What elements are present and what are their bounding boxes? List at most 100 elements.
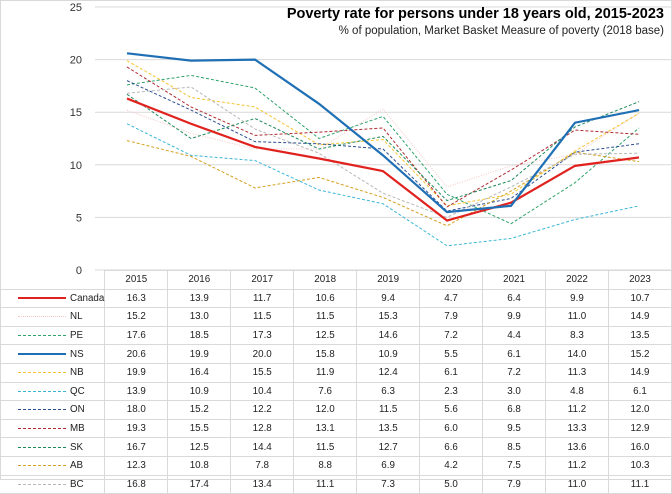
data-cell: 18.0 bbox=[104, 400, 169, 420]
data-cell: 15.2 bbox=[104, 307, 169, 327]
data-cell: 14.9 bbox=[607, 307, 672, 327]
data-cell: 11.0 bbox=[545, 474, 609, 494]
legend-key-ns bbox=[18, 353, 66, 356]
data-cell: 4.8 bbox=[545, 381, 609, 402]
y-tick-label: 25 bbox=[70, 2, 82, 14]
data-cell: 18.5 bbox=[167, 325, 232, 346]
data-cell: 13.4 bbox=[230, 474, 295, 494]
table-row: PE 17.6 18.5 17.3 12.5 14.6 7.2 4.4 8.3 13.5 bbox=[0, 325, 672, 346]
year-header: 2022 bbox=[545, 270, 609, 290]
data-cell: 11.3 bbox=[545, 362, 609, 383]
year-header: 2015 bbox=[104, 270, 169, 290]
data-cell: 15.5 bbox=[167, 418, 232, 439]
data-cell: 4.7 bbox=[419, 288, 484, 309]
legend-entry: NL bbox=[0, 307, 106, 327]
data-cell: 9.9 bbox=[482, 307, 546, 327]
legend-key-canada bbox=[18, 297, 66, 300]
legend-entry: NB bbox=[0, 362, 106, 383]
data-cell: 4.4 bbox=[482, 325, 546, 346]
legend-entry: QC bbox=[0, 381, 106, 402]
series-lines bbox=[126, 52, 640, 247]
data-cell: 19.9 bbox=[167, 344, 232, 364]
legend-entry: MB bbox=[0, 418, 106, 439]
y-tick-label: 5 bbox=[76, 212, 82, 224]
y-tick-label: 15 bbox=[70, 107, 82, 119]
series-name: MB bbox=[70, 423, 85, 435]
data-cell: 6.0 bbox=[419, 418, 484, 439]
data-cell: 5.5 bbox=[419, 344, 484, 364]
legend-key-qc bbox=[18, 390, 66, 392]
series-line-nb bbox=[126, 60, 640, 207]
data-cell: 13.6 bbox=[545, 437, 609, 457]
data-cell: 12.8 bbox=[230, 418, 295, 439]
data-cell: 7.9 bbox=[419, 307, 484, 327]
data-cell: 19.3 bbox=[104, 418, 169, 439]
data-cell: 10.4 bbox=[230, 381, 295, 402]
data-cell: 11.5 bbox=[293, 437, 358, 457]
legend-key-mb bbox=[18, 427, 66, 429]
series-name: SK bbox=[70, 441, 84, 453]
series-line-ab bbox=[126, 140, 640, 227]
data-cell: 14.4 bbox=[230, 437, 295, 457]
data-cell: 12.2 bbox=[230, 400, 295, 420]
table-row: SK 16.7 12.5 14.4 11.5 12.7 6.6 8.5 13.6 16.0 bbox=[0, 437, 672, 457]
data-cell: 16.7 bbox=[104, 437, 169, 457]
series-name: BC bbox=[70, 478, 84, 490]
data-cell: 11.1 bbox=[607, 474, 672, 494]
data-cell: 12.3 bbox=[104, 455, 169, 476]
data-cell: 4.2 bbox=[419, 455, 484, 476]
data-cell: 16.8 bbox=[104, 474, 169, 494]
data-cell: 16.4 bbox=[167, 362, 232, 383]
data-cell: 12.9 bbox=[607, 418, 672, 439]
data-cell: 11.5 bbox=[356, 400, 421, 420]
data-cell: 2.3 bbox=[419, 381, 484, 402]
data-cell: 7.9 bbox=[482, 474, 546, 494]
legend-entry: ON bbox=[0, 400, 106, 420]
data-cell: 10.3 bbox=[607, 455, 672, 476]
legend-key-pe bbox=[18, 334, 66, 336]
data-cell: 17.3 bbox=[230, 325, 295, 346]
year-header: 2023 bbox=[607, 270, 672, 290]
data-cell: 11.2 bbox=[545, 455, 609, 476]
data-cell: 11.5 bbox=[230, 307, 295, 327]
data-cell: 10.6 bbox=[293, 288, 358, 309]
data-cell: 6.4 bbox=[482, 288, 546, 309]
data-cell: 11.2 bbox=[545, 400, 609, 420]
series-line-on bbox=[126, 80, 640, 212]
data-cell: 3.0 bbox=[482, 381, 546, 402]
data-cell: 17.6 bbox=[104, 325, 169, 346]
series-name: AB bbox=[70, 460, 84, 472]
y-tick-label: 10 bbox=[70, 160, 82, 172]
year-header: 2017 bbox=[230, 270, 295, 290]
data-cell: 15.2 bbox=[167, 400, 232, 420]
series-line-ns bbox=[126, 52, 640, 214]
series-line-sk bbox=[126, 93, 640, 202]
data-cell: 12.5 bbox=[293, 325, 358, 346]
data-cell: 15.5 bbox=[230, 362, 295, 383]
series-line-bc bbox=[126, 86, 640, 218]
data-cell: 15.8 bbox=[293, 344, 358, 364]
table-row: ON 18.0 15.2 12.2 12.0 11.5 5.6 6.8 11.2 12.0 bbox=[0, 400, 672, 420]
data-cell: 14.6 bbox=[356, 325, 421, 346]
data-cell: 6.1 bbox=[607, 381, 672, 402]
data-cell: 15.3 bbox=[356, 307, 421, 327]
year-header: 2021 bbox=[482, 270, 546, 290]
data-cell: 13.5 bbox=[356, 418, 421, 439]
table-corner bbox=[0, 270, 105, 290]
year-header: 2020 bbox=[419, 270, 484, 290]
data-cell: 20.6 bbox=[104, 344, 169, 364]
data-cell: 7.3 bbox=[356, 474, 421, 494]
legend-key-bc bbox=[18, 483, 66, 485]
year-header: 2019 bbox=[356, 270, 421, 290]
data-cell: 10.9 bbox=[167, 381, 232, 402]
data-cell: 11.5 bbox=[293, 307, 358, 327]
series-name: QC bbox=[70, 385, 85, 397]
data-cell: 12.0 bbox=[293, 400, 358, 420]
data-cell: 9.9 bbox=[545, 288, 609, 309]
data-cell: 8.8 bbox=[293, 455, 358, 476]
data-cell: 7.8 bbox=[230, 455, 295, 476]
data-cell: 10.7 bbox=[607, 288, 672, 309]
year-header: 2018 bbox=[293, 270, 358, 290]
series-name: Canada bbox=[70, 292, 105, 304]
